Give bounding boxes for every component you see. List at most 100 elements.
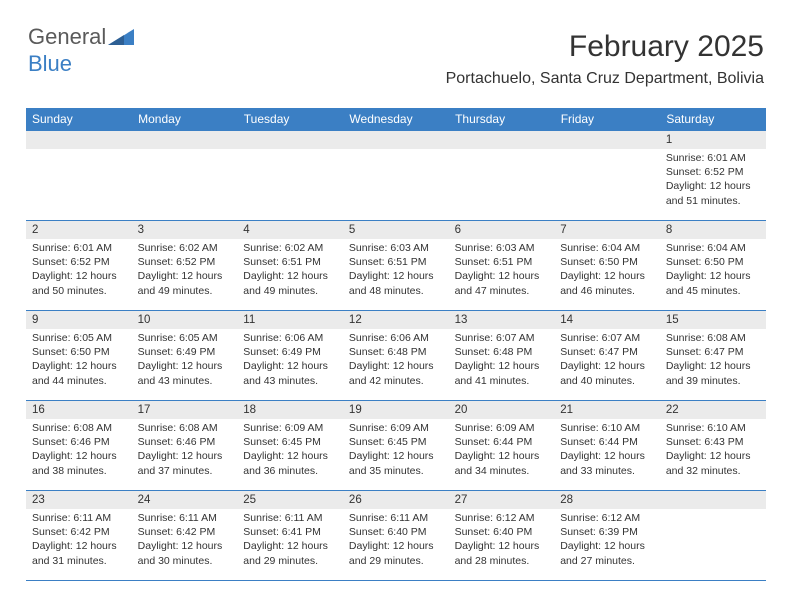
day-data-line: and 49 minutes.	[243, 284, 337, 298]
day-data-line: Daylight: 12 hours	[455, 449, 549, 463]
day-data-line: and 51 minutes.	[666, 194, 760, 208]
calendar-day-cell	[132, 131, 238, 221]
day-data: Sunrise: 6:02 AMSunset: 6:52 PMDaylight:…	[132, 239, 238, 304]
day-data-line: and 37 minutes.	[138, 464, 232, 478]
day-data-line: and 41 minutes.	[455, 374, 549, 388]
day-data-line: and 30 minutes.	[138, 554, 232, 568]
day-data-line: Sunset: 6:49 PM	[138, 345, 232, 359]
day-number	[554, 131, 660, 149]
day-number: 4	[237, 221, 343, 239]
day-data-line: Daylight: 12 hours	[455, 359, 549, 373]
day-data-line: Daylight: 12 hours	[349, 449, 443, 463]
day-data	[554, 149, 660, 157]
day-number	[660, 491, 766, 509]
day-data-line: Sunrise: 6:12 AM	[455, 511, 549, 525]
day-data-line: and 29 minutes.	[243, 554, 337, 568]
day-data-line: Sunrise: 6:04 AM	[560, 241, 654, 255]
day-data-line: Daylight: 12 hours	[349, 359, 443, 373]
day-number	[449, 131, 555, 149]
day-data-line: Sunrise: 6:03 AM	[455, 241, 549, 255]
day-data-line: Sunrise: 6:11 AM	[32, 511, 126, 525]
day-data: Sunrise: 6:03 AMSunset: 6:51 PMDaylight:…	[449, 239, 555, 304]
day-data-line: Daylight: 12 hours	[32, 269, 126, 283]
day-data-line: and 43 minutes.	[138, 374, 232, 388]
calendar-day-cell: 25Sunrise: 6:11 AMSunset: 6:41 PMDayligh…	[237, 491, 343, 581]
calendar-day-cell: 13Sunrise: 6:07 AMSunset: 6:48 PMDayligh…	[449, 311, 555, 401]
calendar-day-cell: 2Sunrise: 6:01 AMSunset: 6:52 PMDaylight…	[26, 221, 132, 311]
day-data-line: Sunrise: 6:09 AM	[349, 421, 443, 435]
day-data-line: and 39 minutes.	[666, 374, 760, 388]
calendar-day-cell: 18Sunrise: 6:09 AMSunset: 6:45 PMDayligh…	[237, 401, 343, 491]
day-data-line: Sunset: 6:52 PM	[138, 255, 232, 269]
calendar-day-cell: 26Sunrise: 6:11 AMSunset: 6:40 PMDayligh…	[343, 491, 449, 581]
calendar-day-cell: 5Sunrise: 6:03 AMSunset: 6:51 PMDaylight…	[343, 221, 449, 311]
calendar-day-cell: 17Sunrise: 6:08 AMSunset: 6:46 PMDayligh…	[132, 401, 238, 491]
calendar-day-cell: 19Sunrise: 6:09 AMSunset: 6:45 PMDayligh…	[343, 401, 449, 491]
calendar-day-cell	[554, 131, 660, 221]
day-header: Wednesday	[343, 108, 449, 131]
day-number: 13	[449, 311, 555, 329]
day-data-line: Daylight: 12 hours	[32, 449, 126, 463]
day-data-line: Sunset: 6:48 PM	[349, 345, 443, 359]
day-data-line: Sunset: 6:46 PM	[32, 435, 126, 449]
calendar-day-cell	[237, 131, 343, 221]
day-data: Sunrise: 6:12 AMSunset: 6:39 PMDaylight:…	[554, 509, 660, 574]
day-number: 8	[660, 221, 766, 239]
day-data: Sunrise: 6:09 AMSunset: 6:45 PMDaylight:…	[237, 419, 343, 484]
day-number: 10	[132, 311, 238, 329]
day-data-line: and 42 minutes.	[349, 374, 443, 388]
day-data: Sunrise: 6:05 AMSunset: 6:50 PMDaylight:…	[26, 329, 132, 394]
day-data: Sunrise: 6:06 AMSunset: 6:48 PMDaylight:…	[343, 329, 449, 394]
day-data-line: Sunrise: 6:10 AM	[560, 421, 654, 435]
day-data-line: Sunset: 6:40 PM	[349, 525, 443, 539]
day-data-line: Daylight: 12 hours	[666, 359, 760, 373]
day-data-line: Sunrise: 6:03 AM	[349, 241, 443, 255]
day-data	[26, 149, 132, 157]
day-number: 7	[554, 221, 660, 239]
day-data-line: and 46 minutes.	[560, 284, 654, 298]
day-data-line: Sunrise: 6:07 AM	[560, 331, 654, 345]
day-data-line: Sunrise: 6:08 AM	[138, 421, 232, 435]
day-data-line: and 38 minutes.	[32, 464, 126, 478]
day-number: 11	[237, 311, 343, 329]
day-data-line: Sunset: 6:50 PM	[560, 255, 654, 269]
calendar-day-cell: 22Sunrise: 6:10 AMSunset: 6:43 PMDayligh…	[660, 401, 766, 491]
day-data-line: Sunrise: 6:09 AM	[455, 421, 549, 435]
day-data-line: and 49 minutes.	[138, 284, 232, 298]
day-data	[449, 149, 555, 157]
logo-text-blue: Blue	[28, 51, 72, 76]
day-data-line: Daylight: 12 hours	[243, 539, 337, 553]
day-data: Sunrise: 6:11 AMSunset: 6:40 PMDaylight:…	[343, 509, 449, 574]
logo: General Blue	[28, 24, 134, 77]
logo-text-general: General	[28, 24, 106, 49]
calendar-day-cell: 4Sunrise: 6:02 AMSunset: 6:51 PMDaylight…	[237, 221, 343, 311]
day-data: Sunrise: 6:10 AMSunset: 6:44 PMDaylight:…	[554, 419, 660, 484]
day-data-line: and 36 minutes.	[243, 464, 337, 478]
day-data-line: Sunset: 6:41 PM	[243, 525, 337, 539]
day-data-line: Sunset: 6:39 PM	[560, 525, 654, 539]
day-data-line: Sunrise: 6:02 AM	[243, 241, 337, 255]
day-data-line: Daylight: 12 hours	[560, 449, 654, 463]
day-data-line: Sunrise: 6:01 AM	[666, 151, 760, 165]
day-data-line: and 47 minutes.	[455, 284, 549, 298]
day-data-line: Sunset: 6:42 PM	[32, 525, 126, 539]
day-data-line: Sunset: 6:43 PM	[666, 435, 760, 449]
day-data-line: Sunrise: 6:05 AM	[32, 331, 126, 345]
day-number	[26, 131, 132, 149]
day-data-line: and 31 minutes.	[32, 554, 126, 568]
day-header: Friday	[554, 108, 660, 131]
day-data-line: Daylight: 12 hours	[666, 269, 760, 283]
day-data-line: and 50 minutes.	[32, 284, 126, 298]
day-data-line: Sunrise: 6:12 AM	[560, 511, 654, 525]
day-data: Sunrise: 6:09 AMSunset: 6:44 PMDaylight:…	[449, 419, 555, 484]
day-number: 27	[449, 491, 555, 509]
day-data-line: Sunrise: 6:07 AM	[455, 331, 549, 345]
day-data-line: and 33 minutes.	[560, 464, 654, 478]
day-data-line: Daylight: 12 hours	[455, 269, 549, 283]
calendar-day-cell	[26, 131, 132, 221]
calendar-week-row: 23Sunrise: 6:11 AMSunset: 6:42 PMDayligh…	[26, 491, 766, 581]
day-number: 15	[660, 311, 766, 329]
day-data: Sunrise: 6:12 AMSunset: 6:40 PMDaylight:…	[449, 509, 555, 574]
day-data-line: Sunrise: 6:09 AM	[243, 421, 337, 435]
day-data: Sunrise: 6:11 AMSunset: 6:42 PMDaylight:…	[132, 509, 238, 574]
